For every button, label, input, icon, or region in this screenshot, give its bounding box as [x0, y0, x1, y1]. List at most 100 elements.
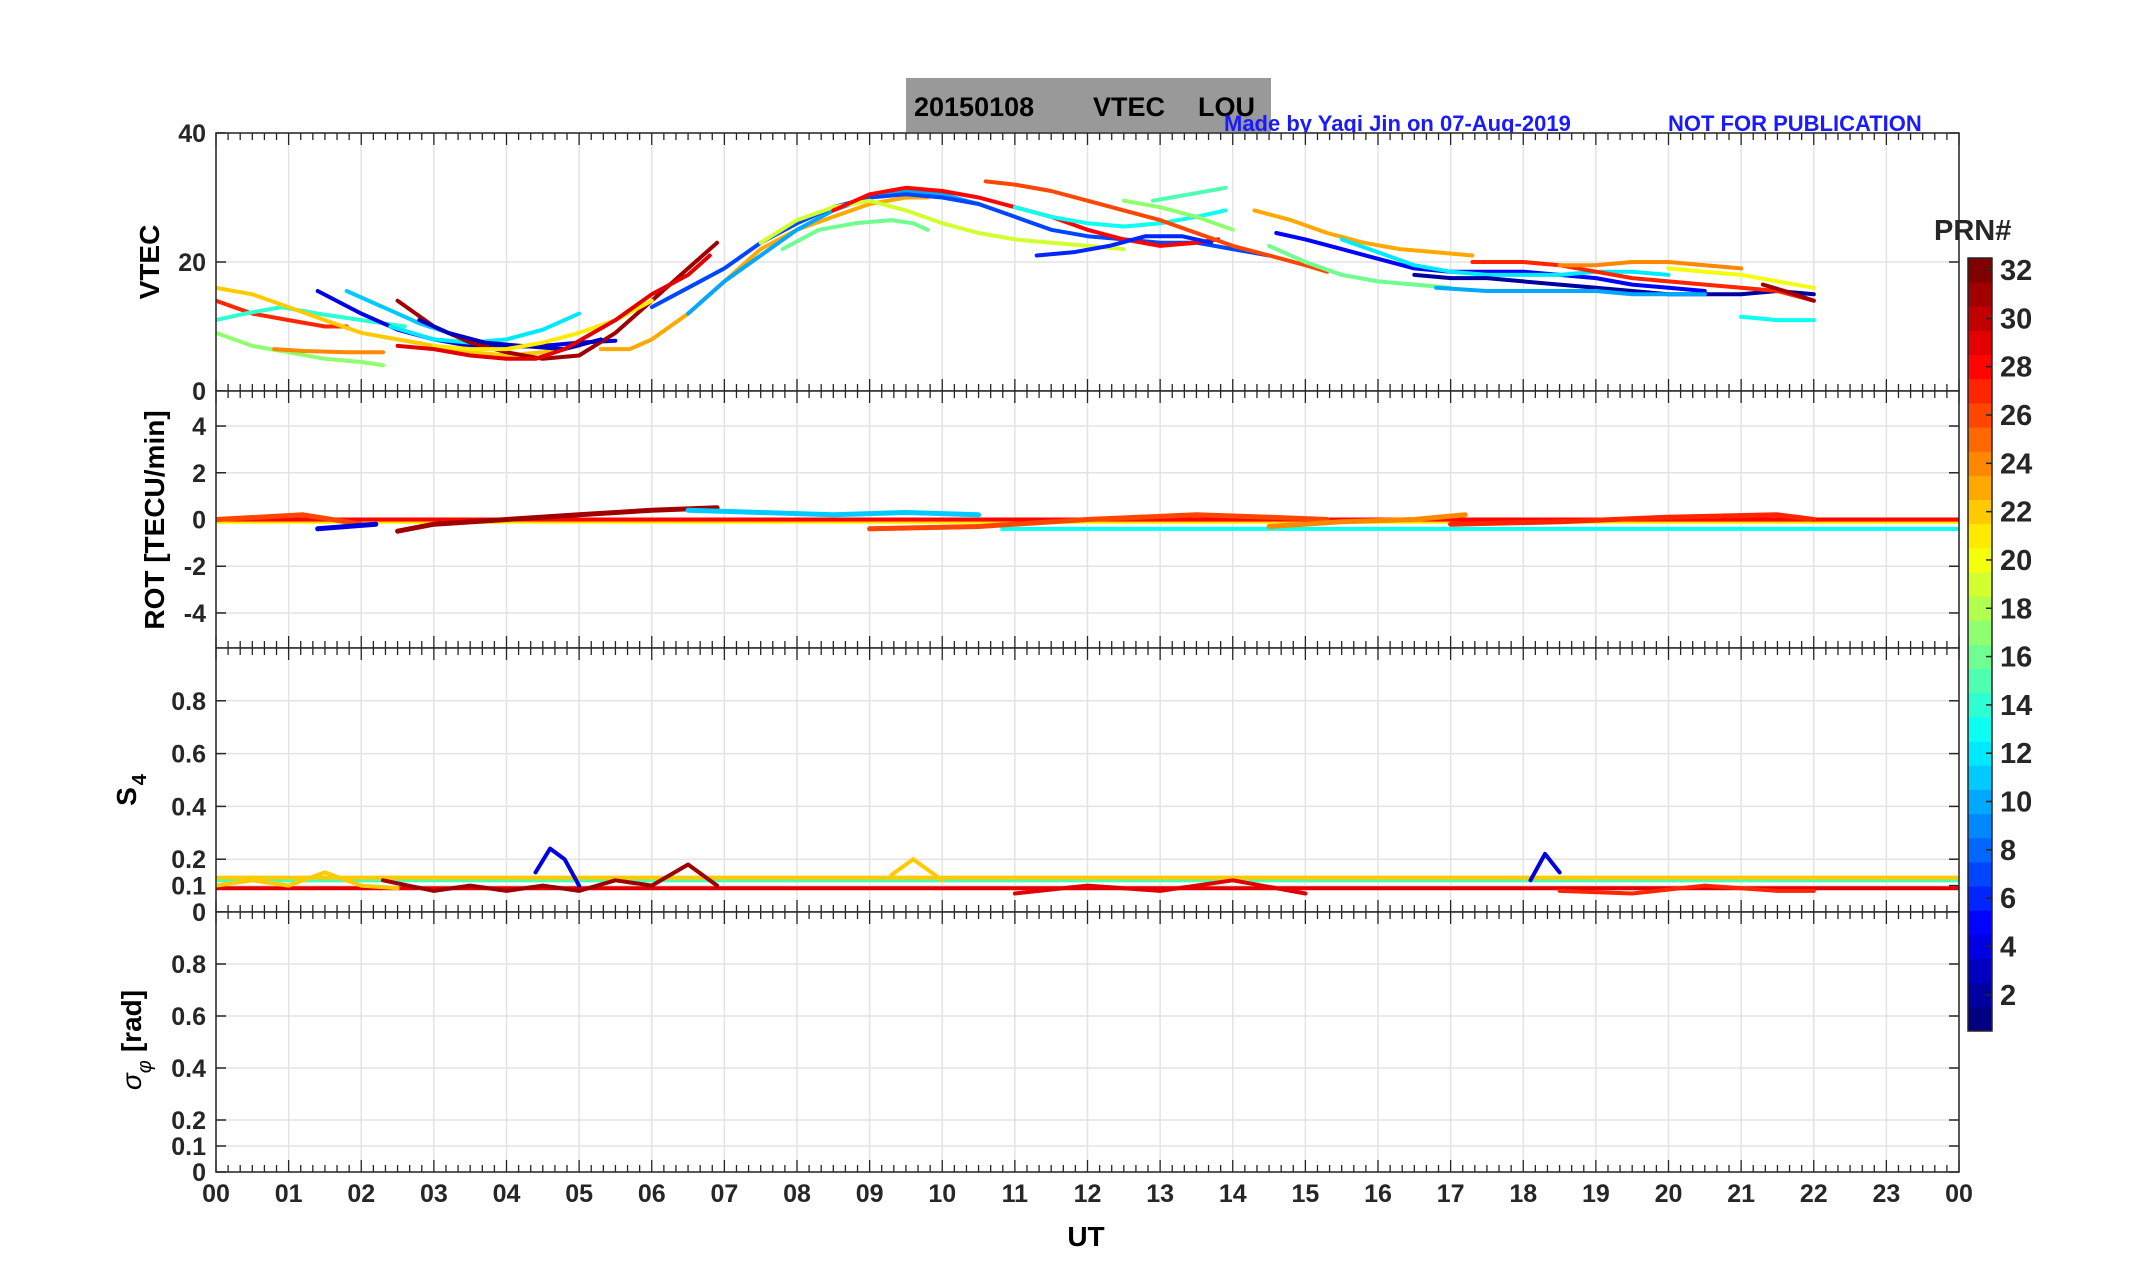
- rot-y-tick-label: -2: [184, 553, 206, 581]
- x-tick-label: 16: [1364, 1180, 1392, 1208]
- vtec-series-line: [1412, 272, 1816, 297]
- colorbar-tick-label: 10: [2000, 787, 2032, 819]
- sigma-y-tick-label: 0.6: [171, 1003, 206, 1031]
- sigma-y-tick-label: 0.4: [171, 1055, 206, 1083]
- colorbar-segment: [1968, 861, 1992, 887]
- x-tick-label: 19: [1582, 1180, 1610, 1208]
- rot-plot-area: [216, 505, 1959, 534]
- vtec-series-line: [395, 253, 712, 361]
- rot-ylabel: ROT [TECU/min]: [139, 410, 170, 629]
- x-tick-label: 01: [275, 1180, 303, 1208]
- rot-panel: -4 -2 0 2 4: [184, 390, 1960, 649]
- vtec-plot-area: [216, 179, 1816, 368]
- x-tick-labels: 00 01 02 03 04 05 06 07 08 09 10 11 12 13 14 15 16 17 18 19…: [202, 1180, 1973, 1208]
- x-tick-label: 23: [1872, 1180, 1900, 1208]
- vtec-series-line: [1267, 243, 1453, 290]
- colorbar-tick-label: 28: [2000, 352, 2032, 384]
- colorbar-segment: [1968, 813, 1992, 839]
- vtec-series-line: [272, 347, 385, 355]
- vtec-ylabel: VTEC: [134, 225, 165, 300]
- s4-y-tick-label: 0: [192, 899, 206, 927]
- x-tick-label: 17: [1437, 1180, 1465, 1208]
- x-tick-label: 03: [420, 1180, 448, 1208]
- s4-ylabel-sub: 4: [129, 773, 151, 785]
- vtec-series-line: [1434, 285, 1707, 297]
- vtec-series-line: [216, 330, 385, 368]
- vtec-series-line: [1739, 314, 1816, 323]
- x-tick-label: 00: [202, 1180, 230, 1208]
- colorbar-segment: [1968, 427, 1992, 452]
- sigma-y-tick-label: 0.8: [171, 951, 206, 979]
- sigma-y-tick-label: 0: [192, 1159, 206, 1187]
- vtec-series-line: [1557, 260, 1744, 271]
- x-tick-label: 08: [783, 1180, 811, 1208]
- x-tick-label: 14: [1219, 1180, 1247, 1208]
- colorbar-segment: [1968, 282, 1992, 307]
- colorbar-tick-label: 4: [2000, 931, 2016, 963]
- colorbar-segment: [1968, 572, 1992, 597]
- colorbar-tick-label: 16: [2000, 642, 2032, 674]
- sigma-ylabel-sub: φ: [134, 1060, 156, 1073]
- s4-plot-area: [216, 846, 1959, 896]
- vtec-series-line: [216, 298, 349, 329]
- colorbar-tick-label: 6: [2000, 883, 2016, 915]
- vtec-series-line: [598, 195, 930, 352]
- x-tick-label: 05: [565, 1180, 593, 1208]
- vtec-series-line: [1339, 237, 1671, 277]
- sigma-ylabel-unit: [rad]: [116, 990, 147, 1052]
- sigma-frame: [215, 911, 1960, 1173]
- x-tick-label: 20: [1655, 1180, 1683, 1208]
- colorbar-frame: [1967, 257, 1993, 1032]
- vtec-series-line: [1150, 185, 1228, 203]
- x-tick-label: 12: [1074, 1180, 1102, 1208]
- x-tick-label: 11: [1002, 1180, 1029, 1208]
- rot-series-line: [1266, 512, 1468, 529]
- colorbar-segment: [1968, 378, 1992, 404]
- s4-y-tick-label: 0.6: [171, 741, 206, 769]
- sigma-y-tick-label: 0.2: [171, 1107, 206, 1135]
- vtec-panel: 0 20 40: [178, 120, 1960, 406]
- x-tick-label: 07: [710, 1180, 738, 1208]
- vtec-series-line: [315, 289, 618, 350]
- colorbar-tick-label: 20: [2000, 545, 2032, 577]
- s4-series-line: [1528, 851, 1562, 883]
- vtec-series-line: [1274, 231, 1707, 293]
- x-tick-label: 22: [1800, 1180, 1828, 1208]
- vtec-series-line: [1470, 260, 1816, 303]
- vtec-series-line: [758, 198, 1126, 252]
- rot-series-line: [685, 507, 982, 518]
- title-date: 20150108: [914, 92, 1034, 122]
- s4-ylabel: S4: [111, 773, 151, 806]
- rot-series-line: [315, 521, 379, 532]
- s4-series-line: [216, 870, 400, 891]
- rot-series-line: [1448, 512, 1817, 527]
- x-axis-label: UT: [1067, 1221, 1104, 1252]
- x-tick-label: 02: [347, 1180, 375, 1208]
- vtec-series-line: [1666, 266, 1816, 290]
- x-tick-label: 21: [1727, 1180, 1755, 1208]
- sigma-panel: 00.10.2 0.4 0.6 0.8: [171, 911, 1960, 1187]
- sigma-y-tick-label: 0.1: [171, 1133, 206, 1161]
- colorbar-segment: [1968, 620, 1992, 645]
- colorbar-segment: [1968, 765, 1992, 790]
- s4-series-line: [1012, 878, 1308, 896]
- vtec-y-tick-label: 20: [178, 249, 206, 277]
- colorbar-segment: [1968, 958, 1992, 984]
- vtec-series-line: [780, 218, 930, 252]
- colorbar-segment: [1968, 330, 1992, 356]
- s4-y-tick-label: 0.8: [171, 688, 206, 716]
- x-tick-label: 15: [1291, 1180, 1319, 1208]
- colorbar-tick-label: 2: [2000, 980, 2016, 1012]
- s4-series-line: [381, 862, 720, 893]
- title-box: [906, 78, 1271, 133]
- colorbar-tick-label: 8: [2000, 835, 2016, 867]
- s4-panel: 00.10.2 0.4 0.6 0.8: [171, 647, 1960, 927]
- vtec-series-line: [1760, 282, 1816, 303]
- colorbar-tick-label: 30: [2000, 303, 2032, 335]
- sigma-ylabel: σφ [rad]: [116, 990, 156, 1090]
- rot-y-tick-label: 0: [192, 507, 206, 535]
- rot-y-tick-label: 2: [192, 460, 206, 488]
- colorbar-tick-label: 18: [2000, 593, 2032, 625]
- vtec-series-line: [1252, 208, 1475, 258]
